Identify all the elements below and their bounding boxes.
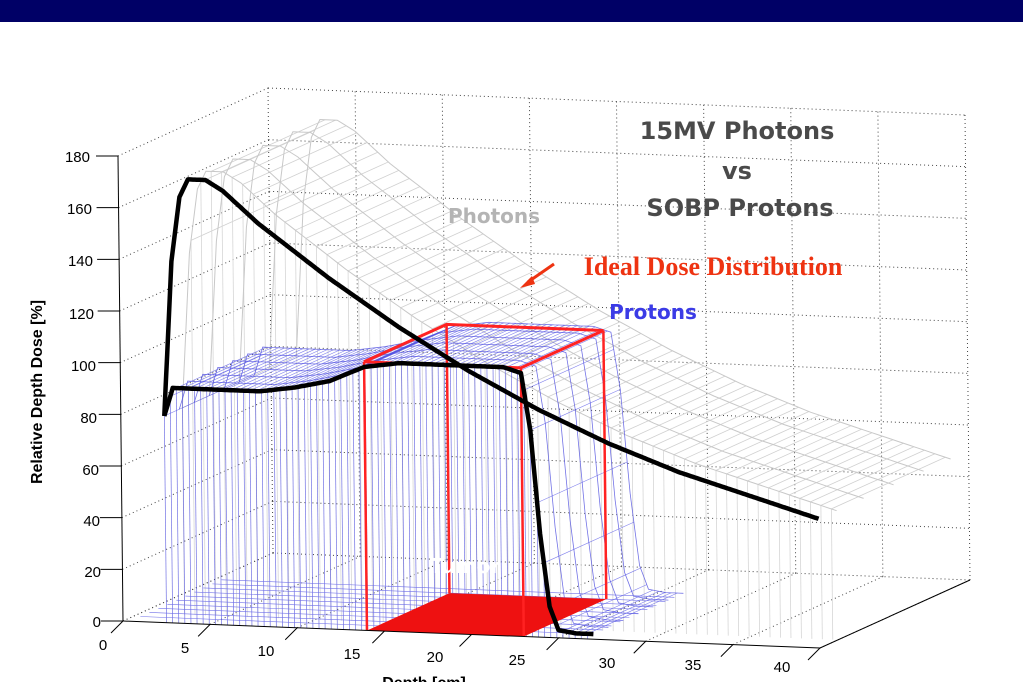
- y-tick-labels: 180 160 140 120 100 80 60 40 20 0: [65, 149, 101, 631]
- x-tick: 30: [599, 655, 616, 672]
- x-tick: 40: [774, 659, 791, 676]
- photon-surface: [182, 120, 950, 640]
- y-tick: 180: [65, 149, 90, 166]
- depth-dose-chart: 180 160 140 120 100 80 60 40 20 0 0 5 10…: [0, 0, 1023, 682]
- photons-label: Photons: [448, 204, 540, 228]
- y-axis-title: Relative Depth Dose [%]: [29, 300, 46, 484]
- x-tick: 10: [258, 643, 275, 660]
- tumor-label: Tumor: [430, 554, 500, 578]
- y-tick: 120: [69, 306, 94, 323]
- y-tick: 140: [68, 253, 93, 270]
- y-tick: 40: [83, 513, 100, 530]
- ideal-dose-label: Ideal Dose Distribution: [584, 252, 843, 281]
- arrow-icon: [520, 264, 554, 288]
- title-line-2: vs: [722, 157, 752, 185]
- y-tick: 0: [93, 614, 101, 631]
- x-tick: 35: [685, 657, 702, 674]
- title-line-3: SOBP Protons: [646, 194, 833, 222]
- y-tick: 60: [82, 462, 99, 479]
- x-axis-title: Depth [cm]: [382, 675, 466, 682]
- title-line-1: 15MV Photons: [640, 117, 835, 145]
- y-tick: 80: [80, 410, 97, 427]
- y-tick: 20: [84, 564, 101, 581]
- y-tick: 160: [67, 201, 92, 218]
- x-tick: 25: [509, 652, 526, 669]
- chart-title: 15MV Photons vs SOBP Protons: [640, 117, 835, 222]
- x-tick: 0: [99, 637, 107, 654]
- x-tick: 20: [427, 649, 444, 666]
- protons-label: Protons: [609, 300, 697, 324]
- x-tick: 5: [181, 640, 189, 657]
- y-tick: 100: [71, 358, 96, 375]
- x-tick: 15: [344, 646, 361, 663]
